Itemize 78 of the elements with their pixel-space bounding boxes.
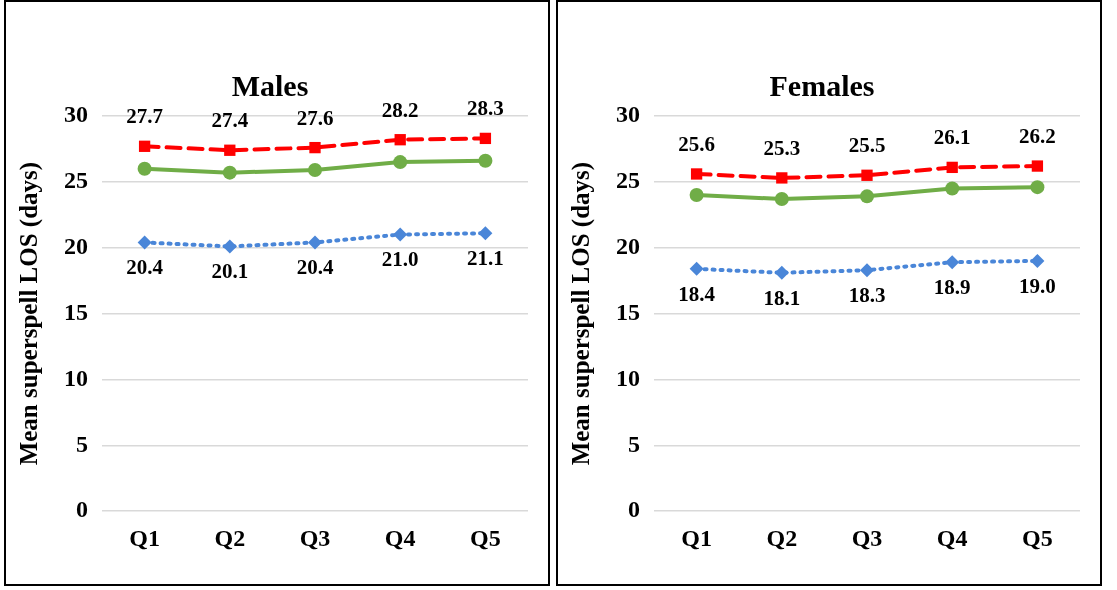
point [478, 226, 493, 241]
point [945, 255, 960, 270]
y-tick-label: 5 [76, 430, 88, 457]
data-label: 26.1 [933, 125, 971, 150]
data-label: 25.3 [763, 135, 801, 160]
y-tick-label: 20 [616, 232, 640, 259]
point [138, 140, 151, 152]
x-tick-label: Q3 [851, 524, 883, 551]
point [689, 188, 704, 203]
point [393, 155, 408, 170]
data-label: 26.2 [1019, 123, 1056, 148]
y-axis-title: Mean superspell LOS (days) [567, 161, 596, 466]
point [393, 227, 408, 242]
chart-title: Females [769, 68, 875, 102]
y-tick-label: 0 [628, 496, 640, 523]
y-tick-label: 10 [616, 364, 640, 391]
point [776, 172, 788, 184]
y-tick-label: 25 [616, 167, 640, 194]
data-label: 19.0 [1019, 273, 1056, 298]
data-label: 27.4 [211, 108, 249, 133]
y-tick-label: 5 [628, 430, 640, 457]
x-tick-label: Q4 [936, 524, 968, 551]
x-tick-label: Q2 [766, 524, 798, 551]
point [308, 163, 322, 178]
x-tick-label: Q1 [681, 524, 712, 551]
data-label: 20.1 [211, 259, 249, 284]
point [478, 153, 493, 168]
y-tick-label: 15 [64, 298, 88, 325]
y-tick-label: 30 [64, 101, 88, 128]
data-label: 18.9 [933, 275, 971, 300]
point [309, 141, 321, 154]
point [137, 235, 152, 250]
point [690, 168, 703, 180]
point [946, 161, 958, 174]
point [861, 169, 873, 181]
x-tick-label: Q5 [470, 524, 501, 551]
data-label: 20.4 [296, 255, 334, 280]
data-label: 27.6 [296, 105, 334, 130]
x-tick-label: Q1 [129, 524, 160, 551]
y-axis-title: Mean superspell LOS (days) [15, 161, 44, 466]
point [308, 235, 322, 250]
y-tick-label: 20 [64, 232, 88, 259]
point [394, 134, 406, 146]
data-label: 28.3 [467, 96, 504, 121]
point [860, 263, 874, 278]
x-tick-label: Q2 [214, 524, 246, 551]
point [222, 165, 237, 180]
point [1031, 160, 1044, 172]
data-label: 25.5 [848, 133, 886, 158]
y-tick-label: 25 [64, 167, 88, 194]
data-label: 21.1 [467, 246, 504, 271]
y-tick-label: 30 [616, 101, 640, 128]
point [1030, 180, 1045, 195]
point [137, 161, 152, 176]
x-tick-label: Q4 [384, 524, 416, 551]
chart-title: Males [231, 68, 309, 102]
point [1030, 253, 1045, 268]
data-label: 21.0 [381, 247, 419, 272]
data-label: 18.3 [848, 283, 886, 308]
point [945, 181, 960, 196]
point [479, 132, 492, 145]
point [224, 144, 236, 156]
y-tick-label: 0 [76, 496, 88, 523]
data-label: 27.7 [126, 104, 163, 129]
x-tick-label: Q3 [299, 524, 331, 551]
point [774, 265, 789, 280]
y-tick-label: 15 [616, 298, 640, 325]
point [689, 261, 704, 276]
point [774, 191, 789, 206]
data-label: 25.6 [678, 131, 715, 156]
data-label: 18.1 [763, 285, 801, 310]
point [860, 189, 874, 204]
data-label: 28.2 [381, 97, 419, 122]
data-label: 20.4 [126, 255, 164, 280]
point [222, 239, 237, 254]
x-tick-label: Q5 [1022, 524, 1053, 551]
y-tick-label: 10 [64, 364, 88, 391]
data-label: 18.4 [678, 281, 716, 306]
